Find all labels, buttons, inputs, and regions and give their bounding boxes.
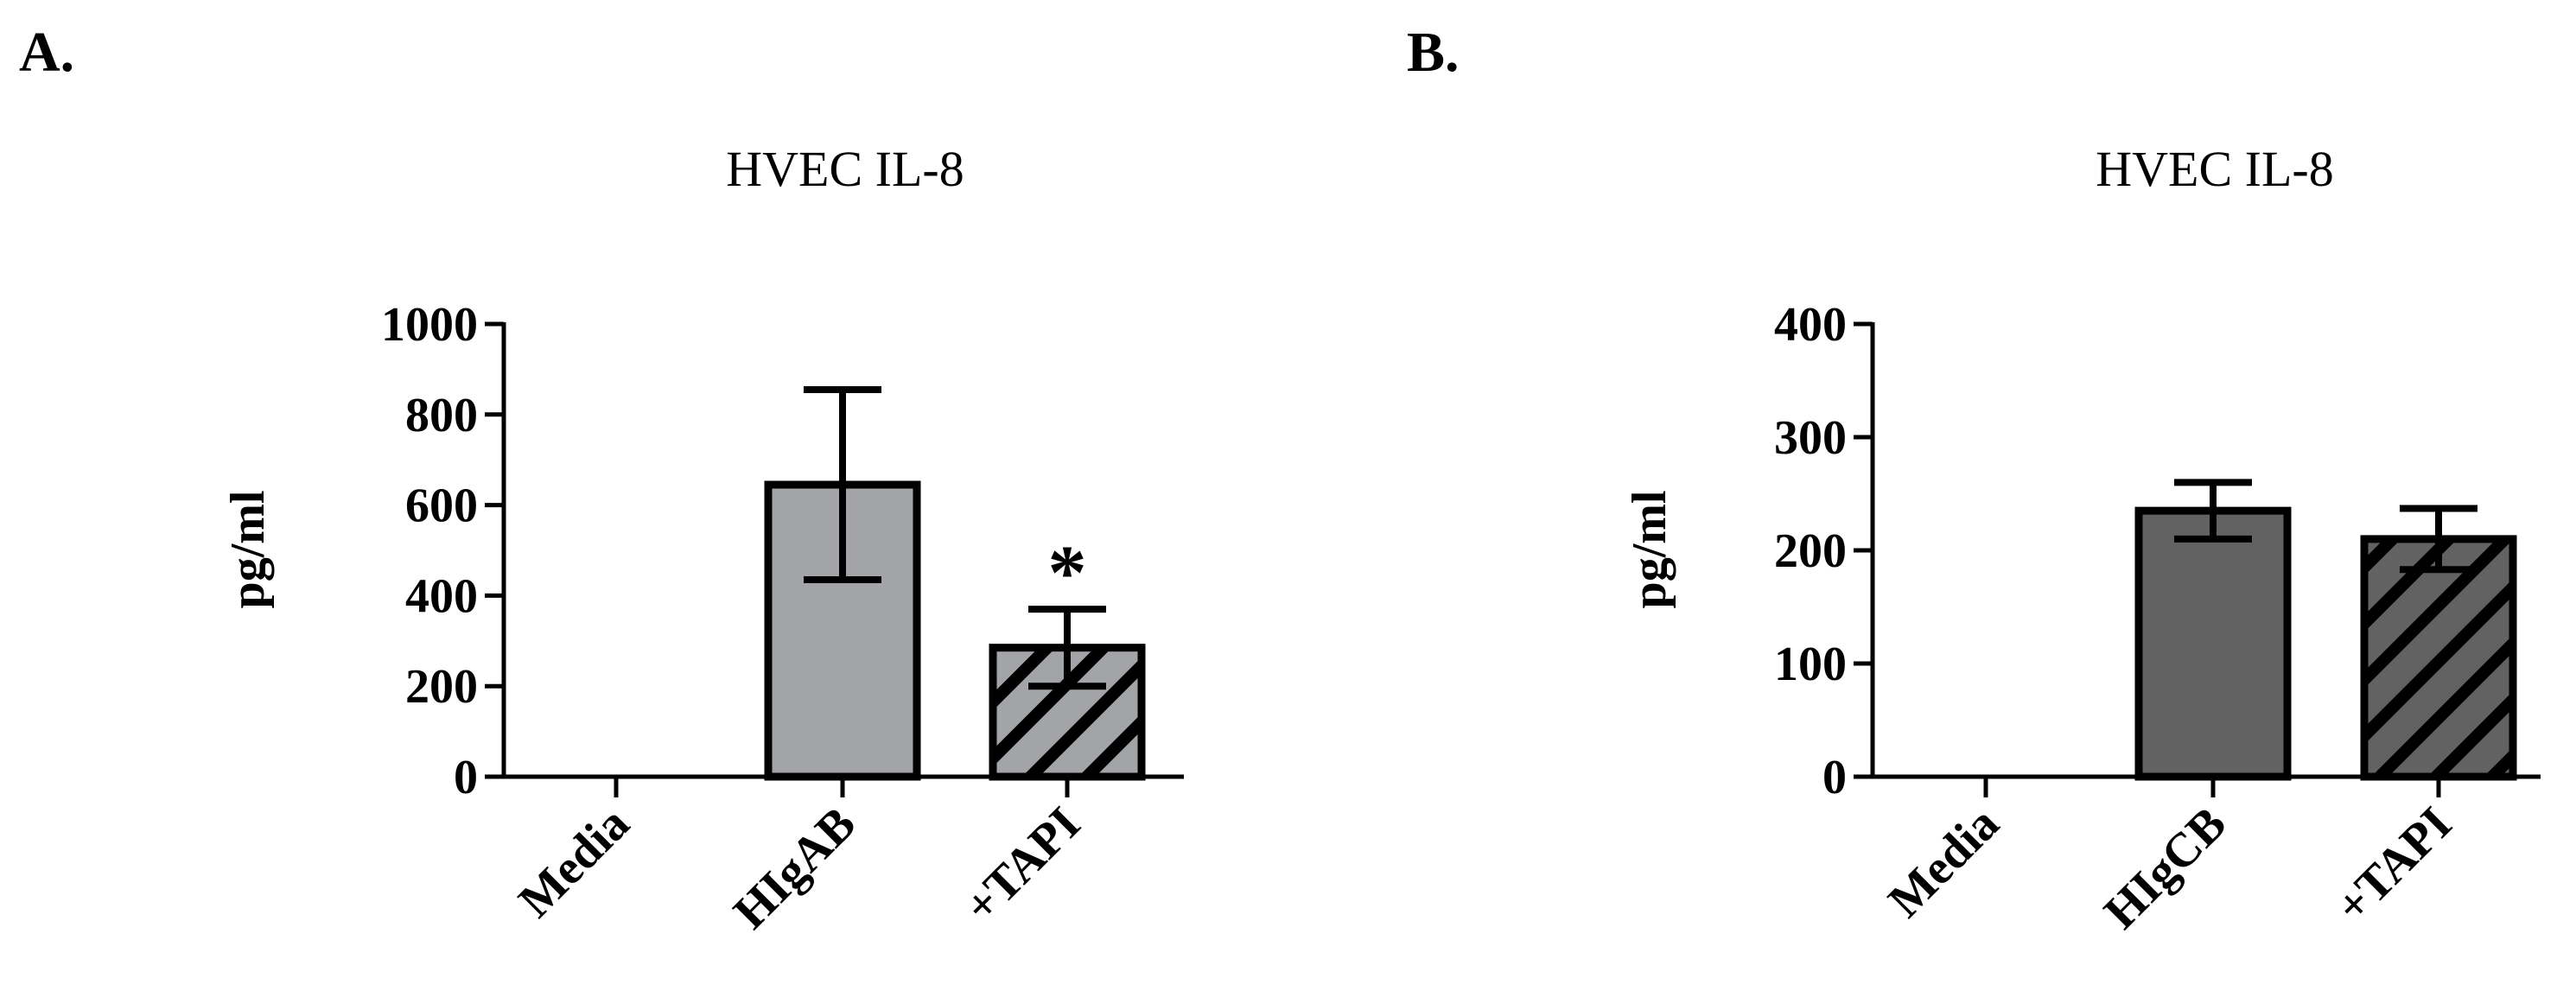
y-tick-label: 200 (405, 660, 478, 714)
plot-area: * 0 200 400 600 800 1000 Media HIgAB +TAPI (381, 298, 1184, 939)
x-tick-label: Media (1879, 797, 2010, 928)
y-tick-label: 0 (1822, 751, 1847, 804)
significance-marker: * (1048, 530, 1087, 616)
y-axis-label: pg/ml (221, 491, 275, 609)
y-tick-label: 0 (454, 751, 478, 804)
y-axis-label: pg/ml (1623, 491, 1676, 609)
y-tick-label: 200 (1774, 524, 1847, 578)
y-tick-label: 400 (1774, 298, 1847, 352)
x-tick-label: HIgAB (723, 797, 866, 939)
y-tick-label: 800 (405, 389, 478, 442)
y-tick-label: 1000 (381, 298, 478, 352)
y-tick-label: 600 (405, 479, 478, 533)
plot-area: 0 100 200 300 400 Media HIgCB +TAPI (1774, 298, 2541, 939)
chart-title: HVEC IL-8 (2096, 141, 2333, 197)
panel-b: B. HVEC IL-8 pg/ml 0 100 200 300 400 Media HIg… (1407, 21, 2541, 939)
chart-title: HVEC IL-8 (726, 141, 964, 197)
y-tick-label: 300 (1774, 411, 1847, 465)
bar (2360, 535, 2517, 781)
y-tick-label: 100 (1774, 638, 1847, 691)
bar (2134, 506, 2292, 781)
y-tick-label: 400 (405, 569, 478, 623)
panel-label: A. (19, 21, 74, 84)
panel-label: B. (1407, 21, 1460, 84)
panel-a: A. HVEC IL-8 pg/ml * 0 200 400 600 800 1000 Med… (19, 21, 1184, 939)
x-tick-label: +TAPI (954, 797, 1091, 933)
x-tick-label: +TAPI (2325, 797, 2462, 933)
x-tick-label: Media (509, 797, 640, 928)
x-tick-label: HIgCB (2094, 797, 2236, 939)
